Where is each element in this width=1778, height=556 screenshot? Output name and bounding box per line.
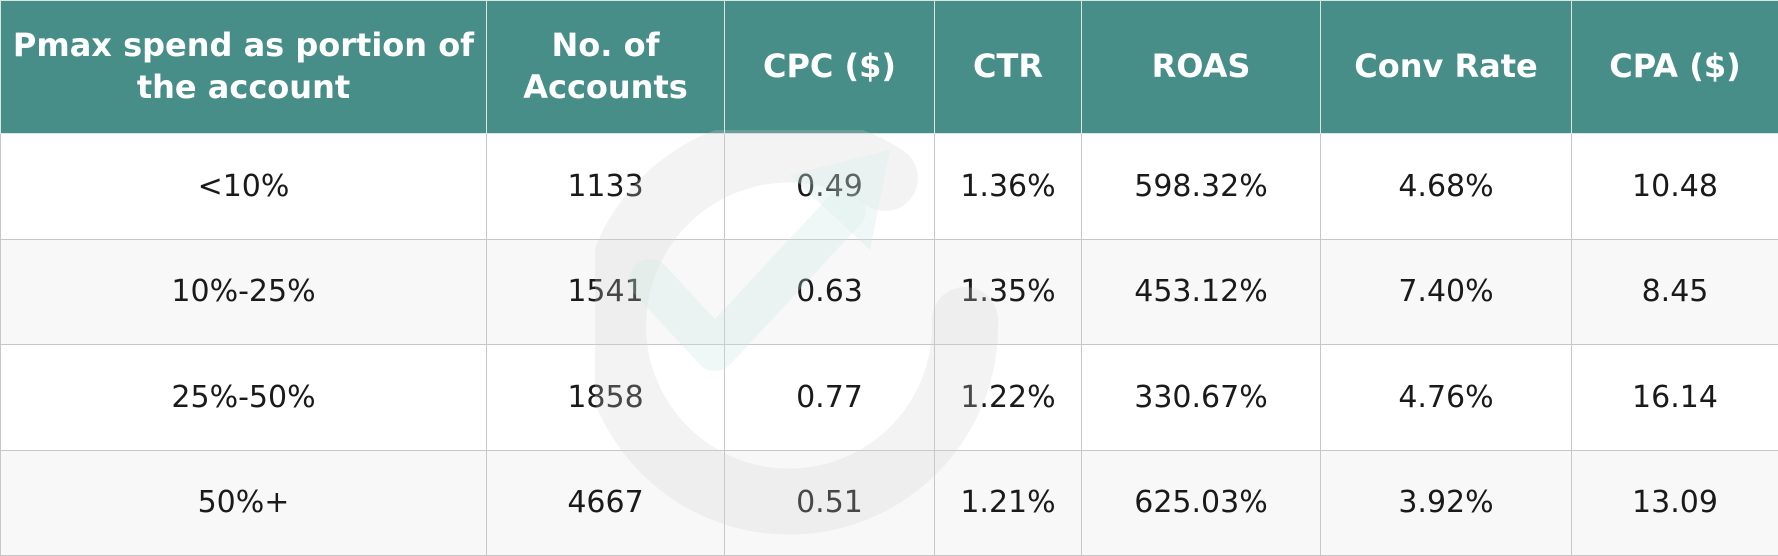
header-cpc: CPC ($): [724, 0, 935, 134]
cell-roas: 598.32%: [1081, 133, 1321, 240]
cell-roas: 625.03%: [1081, 449, 1321, 556]
cell-spend-share: 50%+: [0, 449, 487, 556]
cell-cpc: 0.63: [724, 238, 935, 345]
header-roas: ROAS: [1081, 0, 1321, 134]
table-row: 10%-25% 1541 0.63 1.35% 453.12% 7.40% 8.…: [0, 238, 1778, 345]
cell-cpc: 0.77: [724, 344, 935, 451]
cell-accounts: 1541: [486, 238, 725, 345]
cell-ctr: 1.22%: [934, 344, 1082, 451]
cell-accounts: 1858: [486, 344, 725, 451]
table-row: <10% 1133 0.49 1.36% 598.32% 4.68% 10.48: [0, 133, 1778, 240]
cell-cpa: 10.48: [1571, 133, 1778, 240]
cell-conv-rate: 4.76%: [1320, 344, 1572, 451]
header-accounts: No. of Accounts: [486, 0, 725, 134]
cell-spend-share: 10%-25%: [0, 238, 487, 345]
header-conv-rate: Conv Rate: [1320, 0, 1572, 134]
cell-conv-rate: 7.40%: [1320, 238, 1572, 345]
cell-cpc: 0.51: [724, 449, 935, 556]
cell-ctr: 1.36%: [934, 133, 1082, 240]
cell-conv-rate: 4.68%: [1320, 133, 1572, 240]
cell-accounts: 1133: [486, 133, 725, 240]
cell-cpa: 13.09: [1571, 449, 1778, 556]
header-ctr: CTR: [934, 0, 1082, 134]
header-row: Pmax spend as portion of the account No.…: [0, 0, 1778, 134]
cell-spend-share: <10%: [0, 133, 487, 240]
cell-ctr: 1.21%: [934, 449, 1082, 556]
table-row: 50%+ 4667 0.51 1.21% 625.03% 3.92% 13.09: [0, 449, 1778, 556]
cell-accounts: 4667: [486, 449, 725, 556]
table-row: 25%-50% 1858 0.77 1.22% 330.67% 4.76% 16…: [0, 344, 1778, 451]
cell-cpa: 16.14: [1571, 344, 1778, 451]
cell-cpc: 0.49: [724, 133, 935, 240]
header-pmax-spend: Pmax spend as portion of the account: [0, 0, 487, 134]
cell-roas: 330.67%: [1081, 344, 1321, 451]
cell-cpa: 8.45: [1571, 238, 1778, 345]
cell-conv-rate: 3.92%: [1320, 449, 1572, 556]
header-cpa: CPA ($): [1571, 0, 1778, 134]
cell-roas: 453.12%: [1081, 238, 1321, 345]
cell-spend-share: 25%-50%: [0, 344, 487, 451]
cell-ctr: 1.35%: [934, 238, 1082, 345]
